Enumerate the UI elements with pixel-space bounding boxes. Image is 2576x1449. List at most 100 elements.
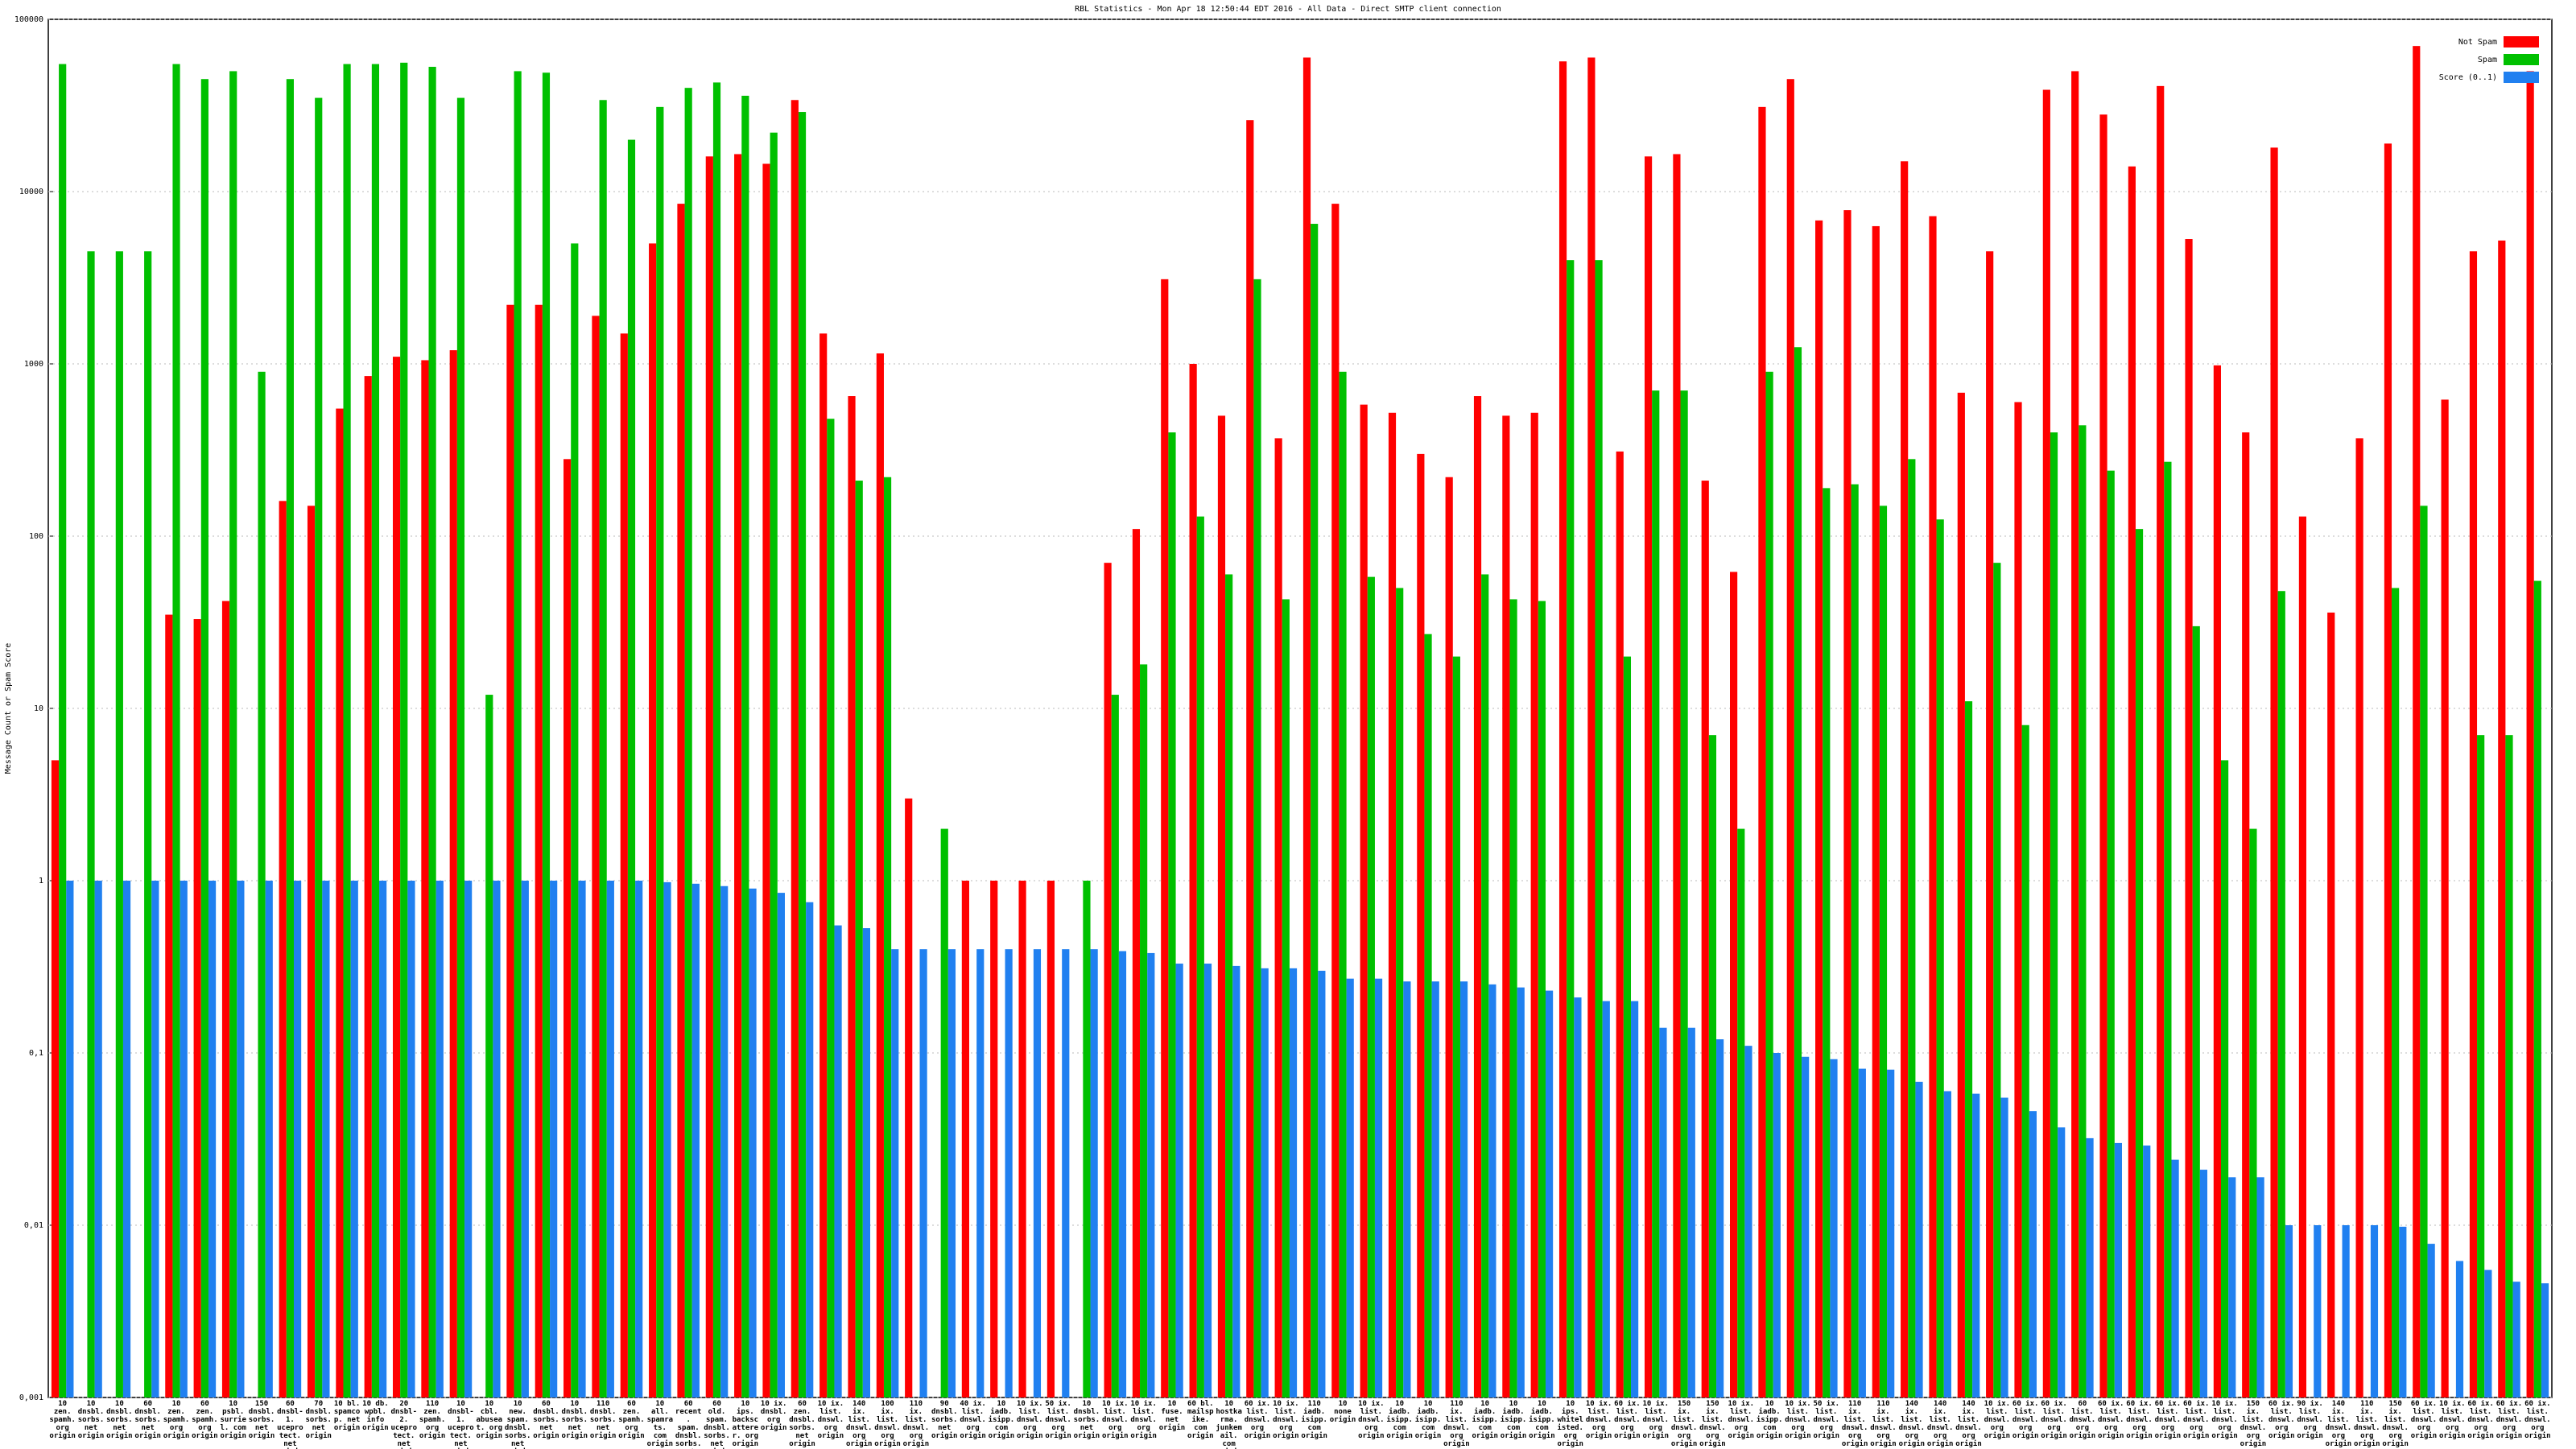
x-tick-label-box: 10 iadb. isipp. com origin xyxy=(1386,1400,1413,1440)
bar xyxy=(2498,240,2506,1398)
bar xyxy=(428,67,436,1397)
bar xyxy=(940,828,948,1397)
x-tick-label: 110 ix. list. dnswl. org origin xyxy=(1841,1400,1868,1448)
x-tick-label-box: 10 ix. list. dnswl. org origin xyxy=(1017,1400,1043,1440)
x-tick-label: 10 ix. list. dnswl. org origin xyxy=(1642,1400,1669,1440)
x-tick-label-box: 140 ix. list. dnswl. org origin xyxy=(1899,1400,1926,1448)
bar xyxy=(777,893,785,1397)
bar xyxy=(1993,563,2001,1397)
x-tick-label: 60 ix. list. dnswl. org origin xyxy=(2524,1400,2551,1440)
bar xyxy=(862,928,870,1397)
bar xyxy=(677,204,685,1397)
x-tick-label: 10 hostkarma. junkemail. com origin xyxy=(1216,1400,1242,1449)
x-tick-label-box: 10 ix. list. dnswl. org origin xyxy=(1358,1400,1385,1440)
bar xyxy=(1929,216,1937,1397)
bar xyxy=(1851,484,1859,1397)
x-tick-label: 10 none origin xyxy=(1329,1400,1356,1424)
x-tick-label: 110 ix. list. dnswl. org origin xyxy=(1443,1400,1470,1448)
x-tick-label-box: 10 ix. list. dnswl. org origin xyxy=(2211,1400,2238,1440)
x-tick-label-box: 110 ix. list. dnswl. org origin xyxy=(1443,1400,1470,1448)
bar xyxy=(51,760,60,1397)
x-tick-label-box: 10 bl. spamcop. net origin xyxy=(334,1400,361,1432)
bar xyxy=(827,419,835,1397)
x-tick-label-box: 50 ix. list. dnswl. org origin xyxy=(1045,1400,1071,1440)
x-tick-label-box: 10 dnsbl. sorbs. net origin xyxy=(106,1400,133,1440)
bar xyxy=(663,881,671,1397)
bar xyxy=(1232,965,1241,1397)
x-tick-label-box: 90 ix. list. dnswl. org origin xyxy=(2297,1400,2323,1440)
x-tick-label-box: 10 ix. list. dnswl. org origin xyxy=(1642,1400,1669,1440)
bar xyxy=(1815,220,1823,1398)
x-tick-label: 10 ix. list. dnswl. org origin xyxy=(1785,1400,1811,1440)
x-tick-label-box: 60 ix. list. dnswl. org origin xyxy=(2126,1400,2153,1440)
bar xyxy=(343,64,351,1398)
bar xyxy=(1488,984,1496,1397)
bar xyxy=(2384,143,2392,1398)
bar xyxy=(627,139,636,1397)
x-tick-label-box: 50 ix. list. dnswl. org origin xyxy=(1814,1400,1840,1440)
bar xyxy=(456,97,465,1397)
bar xyxy=(1943,1091,1951,1397)
y-tick-label: 10 xyxy=(34,704,43,713)
x-tick-label-box: 60 zen. spamh. org origin xyxy=(192,1400,218,1440)
bar xyxy=(2392,588,2400,1397)
bar xyxy=(798,112,807,1397)
bar xyxy=(578,881,586,1397)
x-tick-label: 110 ix. list. dnswl. org origin xyxy=(902,1400,930,1448)
bar xyxy=(712,82,721,1398)
x-tick-label: 10 ix. list. dnswl. org origin xyxy=(817,1400,844,1440)
bar xyxy=(990,881,998,1397)
bar xyxy=(1274,438,1282,1398)
x-tick-label: 100 ix. list. dnswl. org origin xyxy=(874,1400,901,1448)
x-tick-label: 60 zen. spamh. org origin xyxy=(618,1400,645,1440)
x-tick-label: 10 ix. list. dnswl. org origin xyxy=(1728,1400,1755,1440)
bar xyxy=(2099,114,2107,1397)
bar xyxy=(2086,1137,2094,1397)
bar xyxy=(193,619,201,1397)
bar xyxy=(2270,147,2278,1397)
x-tick-label-box: 60 ix. list. dnswl. org origin xyxy=(2183,1400,2210,1440)
bar xyxy=(1631,1001,1639,1397)
bar xyxy=(315,97,323,1397)
bar xyxy=(2249,828,2257,1397)
x-tick-label: 40 ix. list. dnswl. org origin xyxy=(960,1400,986,1440)
bar xyxy=(265,881,273,1397)
bar xyxy=(2079,425,2087,1397)
legend-swatch xyxy=(2504,54,2539,65)
bar xyxy=(1687,1027,1695,1397)
bar xyxy=(1616,451,1624,1397)
x-tick-label: 140 ix. list. dnswl. org origin xyxy=(1955,1400,1982,1448)
bar xyxy=(1758,106,1766,1397)
x-tick-label: 10 dnsbl. sorbs. net origin xyxy=(561,1400,588,1440)
bar xyxy=(144,251,152,1397)
x-tick-label-box: 60 ix. list. dnswl. org origin xyxy=(1614,1400,1641,1440)
bar xyxy=(2213,365,2221,1397)
bar xyxy=(371,64,380,1398)
chart-title: RBL Statistics - Mon Apr 18 12:50:44 EDT… xyxy=(1075,5,1501,14)
bar xyxy=(1118,951,1127,1397)
bar xyxy=(2370,1225,2379,1397)
bar xyxy=(947,949,956,1397)
x-tick-label-box: 10 iadb. isipp. com origin xyxy=(1757,1400,1783,1440)
bar xyxy=(165,614,173,1397)
bar xyxy=(2128,166,2136,1397)
x-tick-label-box: 40 ix. list. dnswl. org origin xyxy=(960,1400,986,1440)
x-tick-label-box: 60 ix. list. dnswl. org origin xyxy=(2411,1400,2438,1440)
bar xyxy=(1311,224,1319,1398)
x-tick-label: 10 ix. list. dnswl. org origin xyxy=(1130,1400,1157,1440)
bar xyxy=(1879,506,1888,1398)
bar xyxy=(1644,156,1653,1397)
y-tick-label: 10000 xyxy=(19,188,43,196)
x-tick-label-box: 100 ix. list. dnswl. org origin xyxy=(874,1400,901,1448)
bar xyxy=(1830,1059,1838,1397)
bar xyxy=(1111,695,1119,1397)
bar xyxy=(2342,1225,2350,1397)
bar xyxy=(2164,461,2172,1397)
x-tick-label: 60 ix. list. dnswl. org origin xyxy=(2126,1400,2153,1440)
bar xyxy=(1360,404,1368,1397)
bar xyxy=(1744,1046,1752,1397)
y-axis-label: Message Count or Spam Score xyxy=(4,643,13,774)
bar xyxy=(1509,599,1517,1397)
bar xyxy=(891,949,899,1397)
y-tick-label: 0,1 xyxy=(29,1049,43,1058)
